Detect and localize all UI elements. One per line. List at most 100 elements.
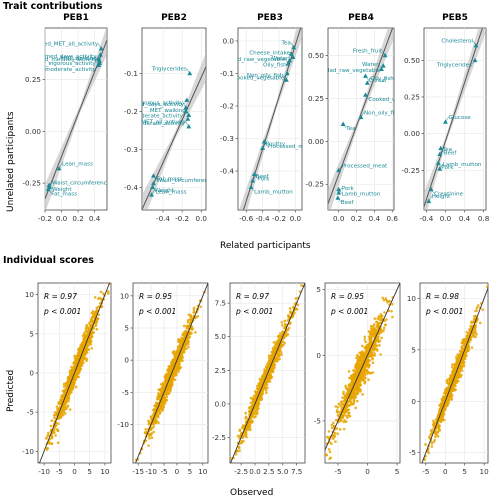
y-tick-label: 10 (407, 294, 417, 303)
trait-panel-5: PEB5-0.4 0.0 0.4 0.8-0.250.000.250.50Choles… (401, 13, 489, 223)
data-point (375, 320, 379, 324)
data-point (435, 418, 438, 422)
data-point (430, 445, 434, 448)
data-point (65, 381, 69, 385)
panel-plot-area (134, 283, 208, 463)
data-point (438, 419, 442, 423)
point-label: Beef (341, 200, 355, 206)
data-point (350, 383, 353, 387)
label-leader (438, 162, 442, 168)
data-point (468, 331, 471, 334)
data-point (283, 342, 286, 345)
data-point (377, 324, 380, 327)
data-point (376, 317, 380, 320)
point-label: Fresh_fruit (353, 48, 383, 54)
data-point (367, 366, 371, 369)
data-point (353, 396, 357, 400)
y-tick-label: 10 (120, 291, 130, 300)
point-label: Weight (52, 187, 72, 193)
data-point (448, 377, 451, 381)
label-leader (254, 174, 258, 179)
data-point (54, 434, 57, 437)
data-point (50, 419, 54, 422)
label-leader (152, 187, 156, 192)
data-point (270, 375, 274, 379)
data-point (468, 328, 471, 331)
data-point (87, 348, 90, 351)
data-point (100, 305, 104, 308)
x-tick-label: 5 (395, 467, 400, 476)
data-point (381, 296, 385, 300)
data-point (147, 419, 150, 423)
data-point (89, 337, 92, 340)
data-point (289, 321, 292, 324)
data-point (363, 379, 366, 383)
point-label: Pork (342, 186, 355, 192)
data-point (463, 340, 467, 344)
data-point (66, 404, 70, 408)
data-point (272, 351, 275, 355)
data-point (252, 171, 257, 177)
data-point (351, 374, 355, 378)
data-point (371, 358, 374, 361)
data-point (280, 353, 283, 356)
x-tick-label: -0.4 (419, 214, 433, 223)
data-point (475, 306, 479, 310)
data-point (161, 402, 165, 405)
label-leader (185, 110, 190, 116)
data-point (257, 382, 261, 385)
data-point (373, 341, 377, 345)
data-point (89, 340, 93, 344)
data-point (79, 347, 83, 350)
data-point (149, 415, 153, 419)
data-point (254, 390, 258, 394)
data-point (52, 431, 55, 434)
data-point (45, 437, 48, 440)
data-point (371, 361, 375, 365)
data-point (68, 370, 72, 374)
data-point (356, 384, 359, 387)
data-point (465, 330, 469, 334)
data-point (391, 302, 394, 306)
data-point (46, 431, 50, 435)
data-point (95, 327, 99, 331)
data-point (463, 354, 466, 357)
data-point (387, 300, 390, 303)
data-point (76, 367, 80, 370)
data-point (366, 345, 370, 349)
point-label: Poultry (266, 141, 286, 147)
data-point (369, 339, 372, 342)
data-point (327, 448, 331, 451)
x-tick-label: -10 (38, 467, 50, 476)
data-point (167, 365, 170, 368)
data-point (367, 359, 371, 363)
data-point (267, 356, 271, 360)
point-label: Fat_mass (156, 176, 182, 182)
data-point (448, 395, 451, 398)
data-point (185, 341, 188, 345)
data-point (343, 419, 346, 422)
y-tick-label: -5 (27, 408, 34, 417)
data-point (52, 413, 56, 417)
data-point (244, 420, 248, 424)
data-point (367, 378, 370, 382)
data-point (152, 425, 155, 429)
data-point (336, 186, 342, 192)
data-point (248, 184, 254, 190)
data-point (455, 355, 458, 359)
data-point (450, 365, 454, 369)
x-tick-label: 0.6 (386, 214, 398, 223)
data-point (230, 469, 233, 472)
data-point (463, 356, 467, 360)
data-point (342, 390, 345, 394)
data-point (439, 408, 442, 411)
data-point (154, 421, 158, 425)
label-leader (153, 178, 157, 184)
data-point (355, 362, 358, 366)
data-point (289, 310, 292, 313)
data-point (363, 338, 367, 341)
point-label: MET_moderate_activity (118, 113, 184, 119)
data-point (170, 363, 174, 367)
data-point (459, 367, 462, 370)
regression-line (325, 283, 400, 451)
